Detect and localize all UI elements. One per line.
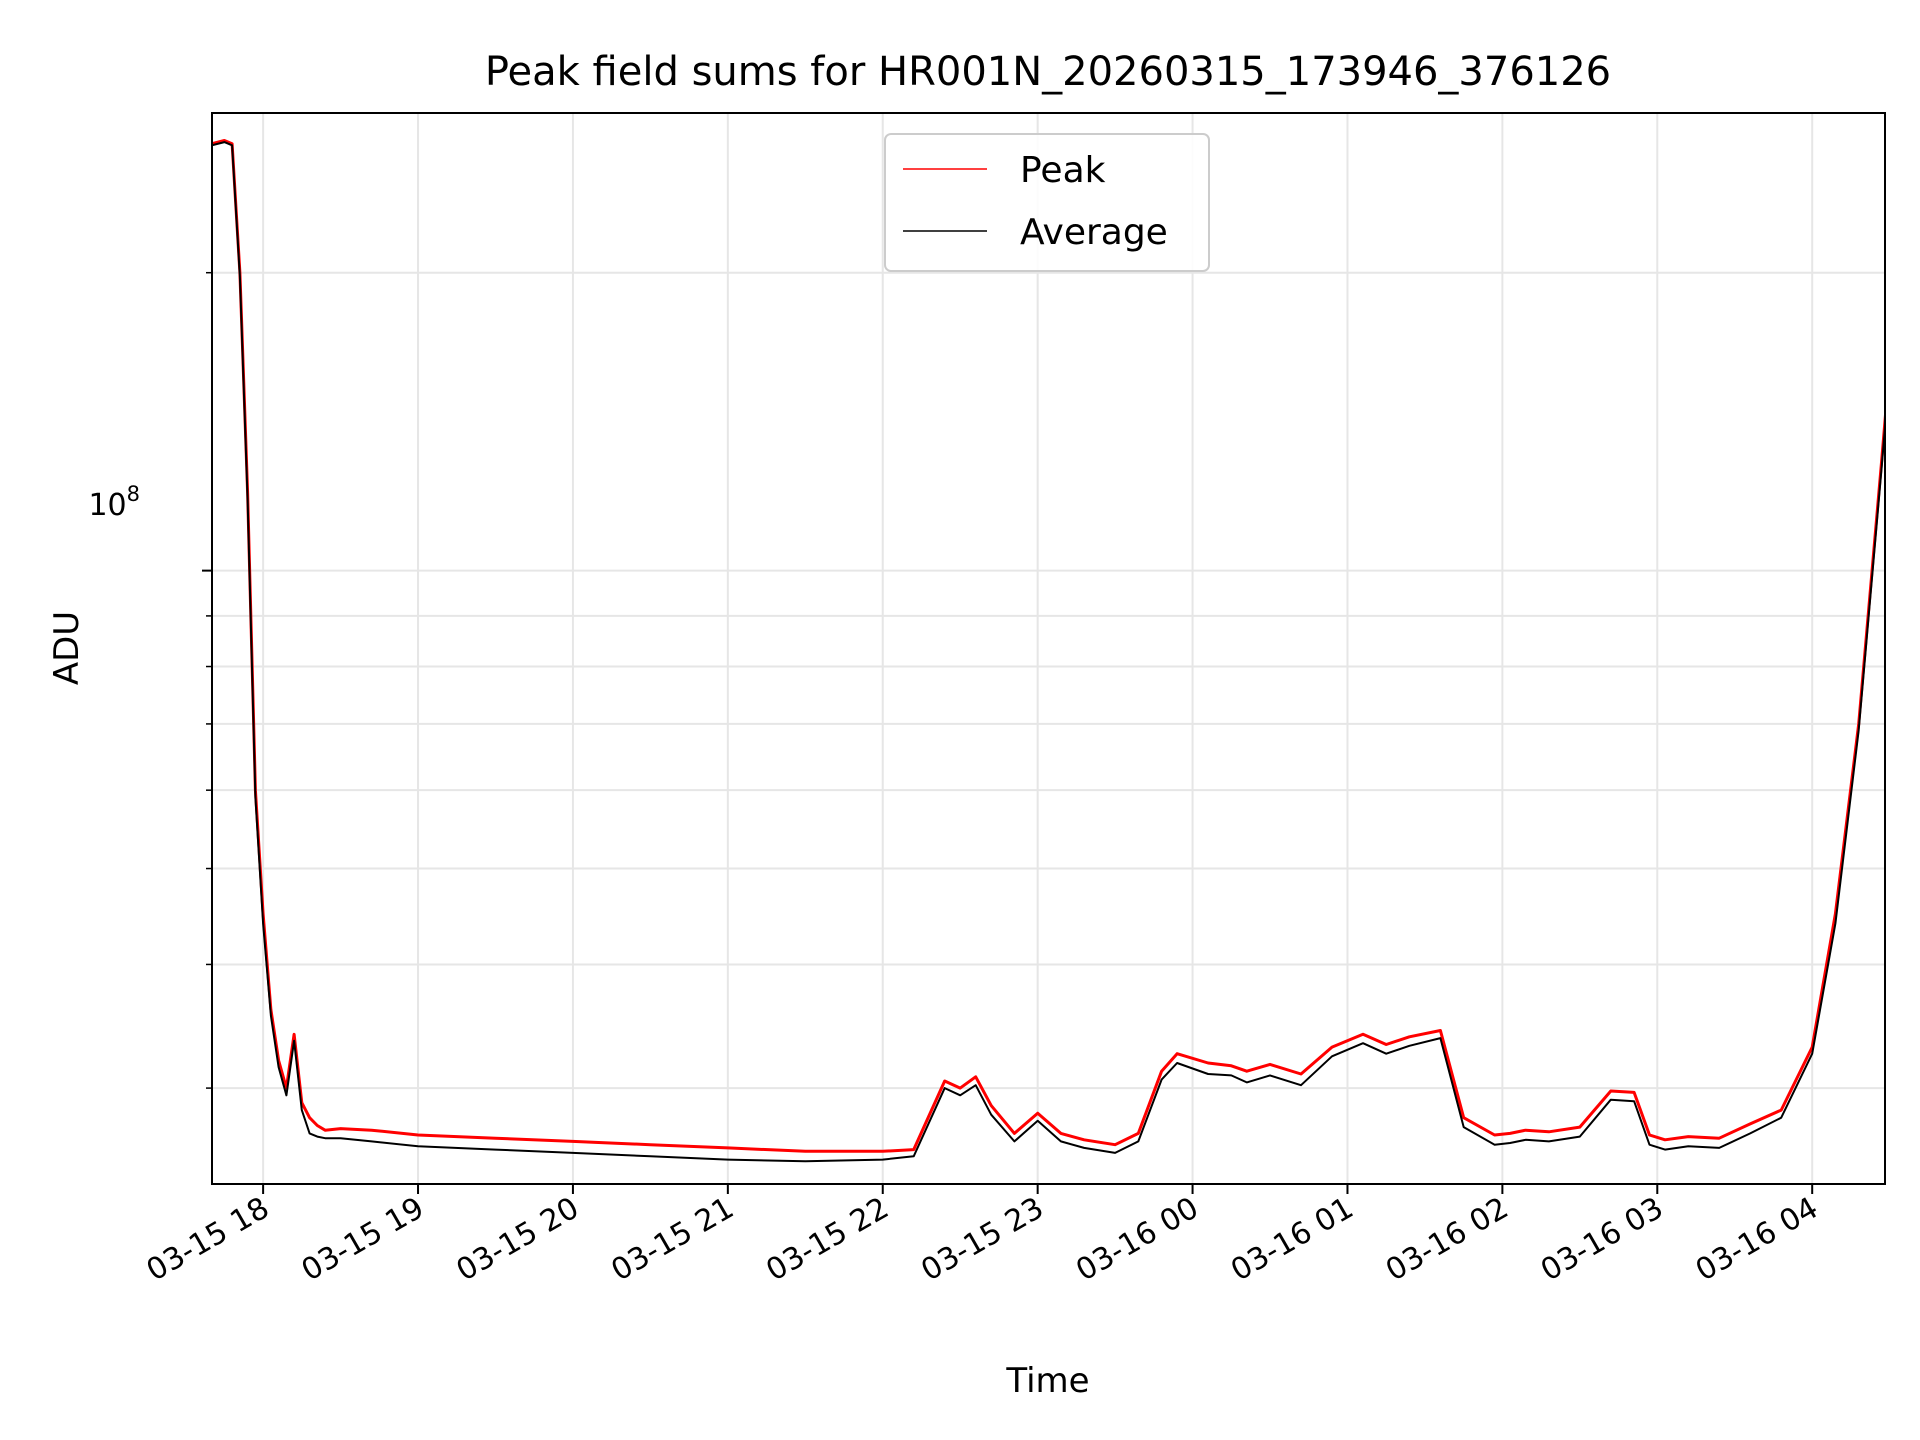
series-layer [212,139,1885,1163]
y-tick-exponent: 8 [127,482,140,506]
legend: Peak Average [884,133,1210,272]
x-axis-label: Time [1005,1361,1089,1401]
legend-label-average: Average [1020,212,1168,253]
y-tick-label-1e8: 108 [88,482,140,523]
y-axis-ticks [202,271,212,1089]
series-line-peak [212,139,1885,1153]
series-line-average [212,141,1885,1163]
chart-title: Peak field sums for HR001N_20260315_1739… [485,49,1611,95]
y-tick-base: 10 [88,488,126,523]
plot-frame [211,112,1886,1185]
legend-label-peak: Peak [1020,150,1106,191]
y-axis-label: ADU [47,611,87,685]
grid [212,113,1885,1184]
